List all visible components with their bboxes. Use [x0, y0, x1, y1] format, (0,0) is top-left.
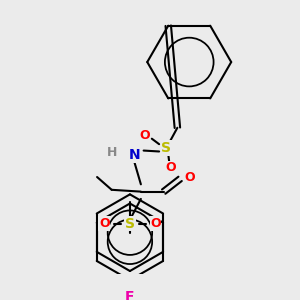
Text: O: O — [99, 217, 110, 230]
Text: O: O — [184, 170, 195, 184]
Text: O: O — [139, 128, 150, 142]
Text: H: H — [106, 146, 117, 159]
Text: S: S — [161, 141, 171, 155]
Text: S: S — [125, 217, 135, 231]
Text: O: O — [166, 161, 176, 174]
Text: N: N — [129, 148, 140, 162]
Text: F: F — [125, 290, 135, 300]
Text: O: O — [150, 217, 161, 230]
